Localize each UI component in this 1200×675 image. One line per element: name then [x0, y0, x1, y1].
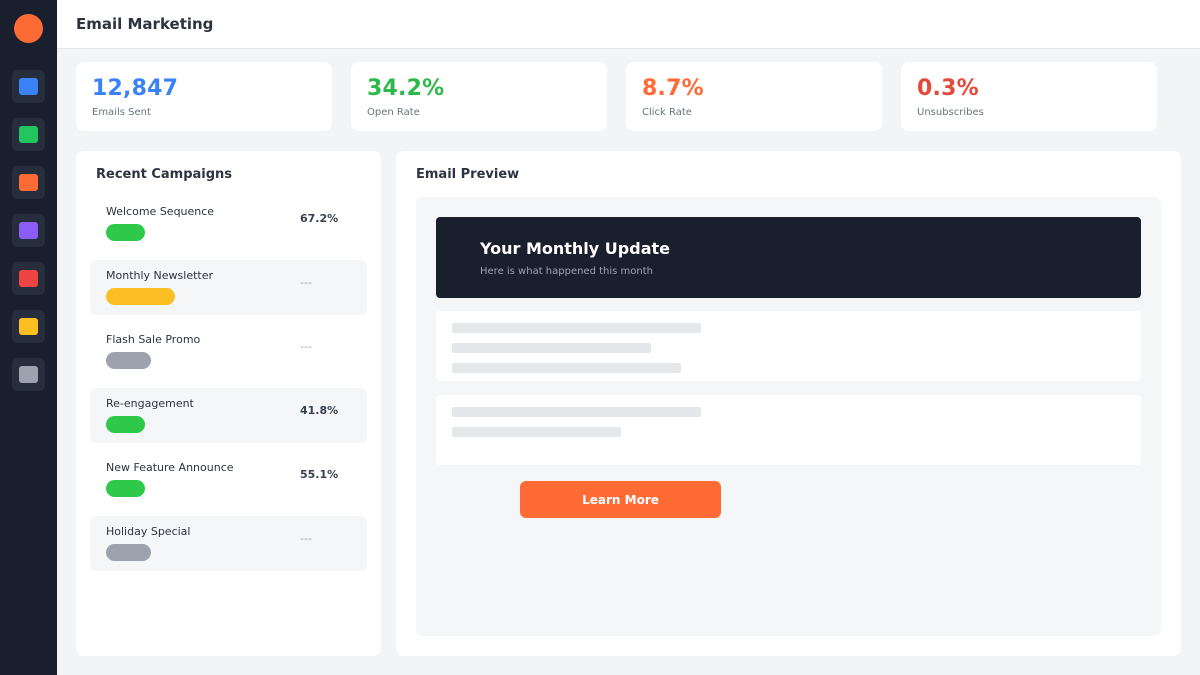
status-badge: [106, 352, 151, 369]
panel-title: Recent Campaigns: [96, 167, 233, 182]
campaign-open-rate: ---: [300, 276, 312, 289]
campaign-row[interactable]: Re-engagement 41.8%: [90, 388, 367, 443]
email-content-block: [436, 395, 1141, 465]
text-placeholder-line: [452, 343, 651, 353]
campaign-open-rate: 41.8%: [300, 404, 339, 417]
panel-title: Email Preview: [416, 167, 520, 182]
campaign-name: New Feature Announce: [106, 461, 234, 474]
campaigns-icon: [19, 126, 38, 143]
brand-logo[interactable]: [14, 14, 43, 43]
sidebar-item-dashboard[interactable]: [12, 70, 45, 103]
recent-campaigns-panel: Recent Campaigns Welcome Sequence 67.2% …: [76, 151, 381, 656]
stat-value: 8.7%: [642, 76, 704, 101]
sidebar-item-audience[interactable]: [12, 214, 45, 247]
campaign-row[interactable]: Holiday Special ---: [90, 516, 367, 571]
stat-label: Unsubscribes: [917, 107, 984, 118]
email-icon: [19, 174, 38, 191]
stat-label: Open Rate: [367, 107, 420, 118]
templates-icon: [19, 318, 38, 335]
settings-icon: [19, 366, 38, 383]
campaign-open-rate: ---: [300, 532, 312, 545]
sidebar-item-email[interactable]: [12, 166, 45, 199]
sidebar-item-campaigns[interactable]: [12, 118, 45, 151]
campaign-row[interactable]: Flash Sale Promo ---: [90, 324, 367, 379]
text-placeholder-line: [452, 323, 701, 333]
stat-label: Emails Sent: [92, 107, 151, 118]
text-placeholder-line: [452, 407, 701, 417]
stat-value: 0.3%: [917, 76, 979, 101]
dashboard-icon: [19, 78, 38, 95]
status-badge: [106, 416, 145, 433]
sidebar-item-templates[interactable]: [12, 310, 45, 343]
status-badge: [106, 288, 175, 305]
email-content-block: [436, 311, 1141, 381]
campaign-open-rate: ---: [300, 340, 312, 353]
reports-icon: [19, 270, 38, 287]
sidebar-item-settings[interactable]: [12, 358, 45, 391]
stat-card-unsubscribes: 0.3% Unsubscribes: [901, 62, 1157, 131]
email-preview-panel: Email Preview Your Monthly Update Here i…: [396, 151, 1181, 656]
campaign-row[interactable]: Welcome Sequence 67.2%: [90, 196, 367, 251]
status-badge: [106, 544, 151, 561]
stat-card-open-rate: 34.2% Open Rate: [351, 62, 607, 131]
email-preview-frame: Your Monthly Update Here is what happene…: [416, 197, 1161, 636]
campaign-name: Re-engagement: [106, 397, 194, 410]
status-badge: [106, 224, 145, 241]
sidebar-item-reports[interactable]: [12, 262, 45, 295]
campaign-name: Flash Sale Promo: [106, 333, 201, 346]
sidebar: [0, 0, 57, 675]
campaign-name: Holiday Special: [106, 525, 191, 538]
status-badge: [106, 480, 145, 497]
audience-icon: [19, 222, 38, 239]
campaign-open-rate: 67.2%: [300, 212, 339, 225]
text-placeholder-line: [452, 427, 621, 437]
stat-label: Click Rate: [642, 107, 692, 118]
stat-card-click-rate: 8.7% Click Rate: [626, 62, 882, 131]
text-placeholder-line: [452, 363, 681, 373]
campaign-row[interactable]: New Feature Announce 55.1%: [90, 452, 367, 507]
page-title: Email Marketing: [76, 15, 214, 33]
stat-value: 34.2%: [367, 76, 445, 101]
top-header: Email Marketing: [57, 0, 1200, 49]
campaign-open-rate: 55.1%: [300, 468, 339, 481]
email-header-banner: Your Monthly Update Here is what happene…: [436, 217, 1141, 298]
learn-more-button[interactable]: Learn More: [520, 481, 721, 518]
campaign-name: Welcome Sequence: [106, 205, 215, 218]
campaign-name: Monthly Newsletter: [106, 269, 214, 282]
campaign-row[interactable]: Monthly Newsletter ---: [90, 260, 367, 315]
stat-value: 12,847: [92, 76, 179, 101]
stat-card-emails-sent: 12,847 Emails Sent: [76, 62, 332, 131]
email-heading: Your Monthly Update: [480, 239, 670, 258]
email-subheading: Here is what happened this month: [480, 266, 654, 277]
